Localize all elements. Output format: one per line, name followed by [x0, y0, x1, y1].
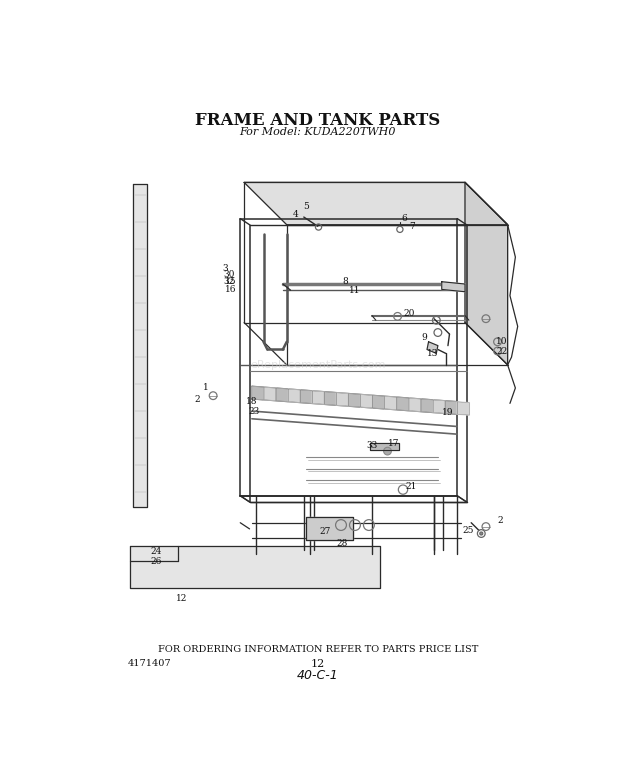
Polygon shape [252, 386, 264, 400]
Text: 19: 19 [442, 408, 454, 417]
Polygon shape [348, 393, 361, 407]
Polygon shape [409, 398, 421, 411]
Polygon shape [337, 393, 348, 406]
Text: eReplacementParts.com: eReplacementParts.com [250, 360, 386, 370]
Text: 2: 2 [497, 516, 503, 525]
Text: 25: 25 [463, 526, 474, 535]
Text: 12: 12 [311, 658, 325, 669]
Text: 26: 26 [151, 557, 162, 565]
Text: 27: 27 [320, 528, 331, 536]
Text: 15: 15 [225, 278, 237, 286]
Polygon shape [276, 388, 288, 401]
Polygon shape [373, 396, 385, 409]
Polygon shape [288, 389, 300, 403]
Circle shape [384, 447, 391, 455]
Text: FRAME AND TANK PARTS: FRAME AND TANK PARTS [195, 112, 440, 128]
Polygon shape [264, 387, 276, 400]
Polygon shape [371, 443, 399, 450]
Text: 30: 30 [223, 270, 234, 278]
Circle shape [480, 532, 483, 535]
Text: 5: 5 [303, 202, 309, 211]
Polygon shape [465, 182, 508, 365]
Text: 1: 1 [203, 383, 208, 393]
Polygon shape [300, 390, 312, 404]
Polygon shape [445, 401, 458, 414]
Text: 32: 32 [223, 278, 234, 286]
Text: 10: 10 [497, 337, 508, 346]
Text: 23: 23 [249, 407, 260, 415]
Text: 17: 17 [388, 439, 399, 448]
Polygon shape [312, 391, 324, 404]
Text: 24: 24 [151, 547, 162, 556]
Text: 3: 3 [222, 264, 228, 273]
Polygon shape [433, 400, 445, 413]
Polygon shape [244, 182, 508, 224]
Text: 12: 12 [177, 594, 188, 603]
Text: 11: 11 [349, 286, 361, 296]
Text: 6: 6 [402, 214, 407, 223]
Polygon shape [421, 399, 433, 412]
Text: 4171407: 4171407 [128, 659, 172, 668]
Text: 13: 13 [427, 349, 438, 358]
Text: 28: 28 [337, 539, 348, 548]
Polygon shape [427, 342, 438, 353]
Polygon shape [385, 396, 397, 410]
Polygon shape [441, 282, 465, 292]
Text: 18: 18 [246, 397, 258, 407]
Polygon shape [458, 402, 469, 415]
Text: 40-C-1: 40-C-1 [297, 669, 339, 683]
Text: 21: 21 [405, 482, 417, 491]
Polygon shape [361, 395, 373, 408]
Text: 8: 8 [342, 278, 348, 286]
Text: FOR ORDERING INFORMATION REFER TO PARTS PRICE LIST: FOR ORDERING INFORMATION REFER TO PARTS … [157, 645, 478, 655]
Polygon shape [130, 546, 379, 588]
Polygon shape [397, 397, 409, 411]
Text: 22: 22 [497, 346, 508, 356]
Text: 16: 16 [225, 285, 237, 294]
Text: 7: 7 [409, 222, 415, 231]
Text: For Model: KUDA220TWH0: For Model: KUDA220TWH0 [239, 127, 396, 137]
Text: 2: 2 [195, 395, 200, 404]
Polygon shape [306, 518, 353, 540]
Text: 33: 33 [366, 441, 378, 450]
Text: 9: 9 [422, 333, 428, 343]
Polygon shape [133, 184, 148, 508]
Polygon shape [324, 392, 337, 405]
Text: 4: 4 [293, 210, 299, 219]
Text: 20: 20 [404, 309, 415, 317]
